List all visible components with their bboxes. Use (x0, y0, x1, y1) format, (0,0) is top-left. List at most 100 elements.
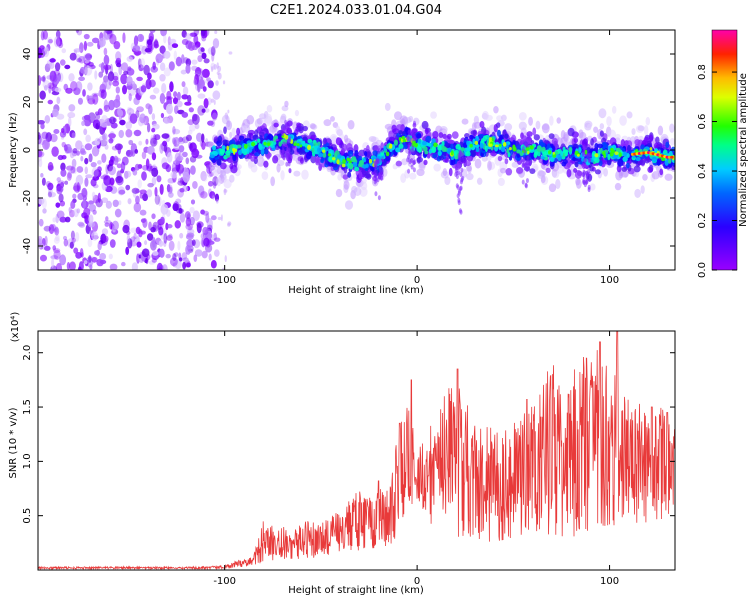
noise-blob (92, 194, 100, 204)
noise-blob (160, 112, 165, 119)
noise-blob (100, 89, 107, 100)
noise-blob (90, 161, 97, 168)
signal-blob (524, 183, 528, 189)
signal-blob (252, 134, 259, 140)
signal-blob (475, 146, 480, 153)
signal-blob (331, 157, 336, 161)
y-tick-label: -20 (22, 190, 33, 206)
noise-blob (111, 145, 119, 151)
signal-blob (516, 151, 521, 159)
noise-blob (88, 214, 94, 224)
noise-blob (152, 61, 156, 70)
signal-blob (550, 156, 555, 163)
noise-blob (51, 146, 59, 157)
signal-blob (481, 155, 488, 162)
signal-blob (461, 175, 465, 181)
signal-blob (219, 149, 225, 156)
noise-blob (105, 30, 113, 34)
signal-blob (246, 115, 255, 125)
signal-blob (373, 168, 377, 174)
signal-blob (581, 144, 585, 150)
signal-blob (651, 171, 660, 180)
noise-blob (44, 245, 51, 251)
noise-blob (165, 103, 173, 115)
signal-blob (482, 135, 488, 142)
noise-blob (176, 155, 184, 162)
noise-blob (81, 120, 86, 127)
noise-blob (93, 169, 102, 178)
noise-blob (212, 195, 215, 200)
noise-blob (53, 249, 61, 260)
signal-blob (585, 137, 589, 143)
noise-blob (148, 260, 156, 265)
signal-blob (441, 145, 445, 150)
signal-blob (475, 143, 480, 148)
noise-blob (180, 69, 187, 75)
noise-blob (163, 34, 167, 44)
noise-blob (173, 91, 178, 98)
signal-blob (284, 142, 288, 148)
signal-blob (557, 154, 562, 162)
signal-blob (498, 134, 504, 142)
signal-blob (424, 150, 429, 155)
signal-blob (354, 150, 359, 157)
noise-blob (140, 218, 146, 223)
noise-blob (179, 188, 185, 193)
noise-blob (220, 214, 223, 222)
signal-blob (278, 141, 282, 147)
noise-blob (201, 68, 210, 78)
noise-blob (158, 226, 164, 236)
signal-blob (651, 156, 658, 163)
noise-blob (178, 169, 182, 176)
signal-blob (491, 138, 494, 142)
signal-blob (377, 172, 381, 178)
signal-blob (541, 146, 546, 152)
noise-blob (127, 106, 132, 111)
signal-blob (212, 145, 216, 151)
signal-blob (322, 152, 327, 158)
noise-blob (156, 175, 162, 183)
noise-blob (56, 177, 62, 182)
noise-blob (102, 235, 109, 243)
noise-blob (201, 250, 208, 259)
noise-blob (54, 62, 61, 72)
noise-blob (159, 62, 166, 72)
snr-panel: -100 0 100 0.5 1.0 1.5 2.0 Height of straight… (8, 312, 676, 596)
signal-blob (410, 164, 414, 170)
noise-blob (64, 180, 69, 185)
noise-blob (84, 157, 89, 165)
signal-blob (258, 143, 263, 151)
noise-blob (38, 134, 42, 145)
noise-blob (158, 240, 164, 247)
colorbar-label: Normalized spectral amplitude (738, 73, 749, 227)
signal-blob (410, 148, 414, 154)
noise-blob (182, 257, 189, 263)
noise-blob (172, 97, 179, 105)
noise-blob (173, 160, 180, 165)
signal-blob (610, 147, 614, 152)
noise-blob (48, 62, 55, 69)
signal-blob (413, 120, 417, 126)
signal-blob (344, 200, 354, 210)
noise-blob (118, 200, 122, 206)
noise-blob (151, 176, 157, 186)
signal-blob (398, 143, 404, 149)
noise-blob (212, 38, 220, 49)
noise-blob (214, 249, 220, 257)
signal-blob (410, 131, 414, 137)
noise-blob (47, 165, 54, 171)
signal-blob (586, 123, 592, 131)
noise-blob (56, 210, 65, 219)
noise-blob (76, 208, 81, 214)
noise-blob (109, 239, 116, 248)
signal-blob (243, 143, 248, 149)
noise-blob (135, 195, 140, 205)
signal-blob (407, 142, 411, 148)
signal-blob (504, 158, 509, 165)
noise-blob (161, 83, 167, 94)
signal-blob (365, 163, 369, 168)
signal-blob (537, 169, 545, 179)
signal-blob (622, 156, 628, 162)
noise-blob (163, 232, 168, 244)
noise-blob (116, 163, 122, 169)
